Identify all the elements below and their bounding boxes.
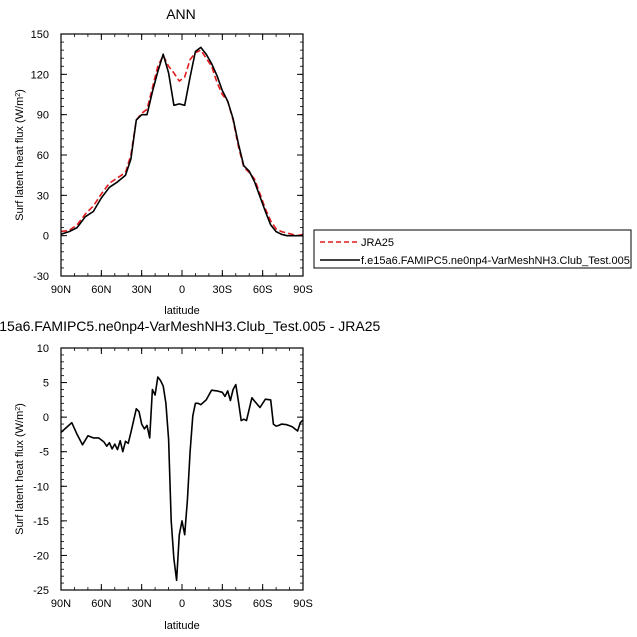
top-chart-title: ANN	[166, 6, 196, 22]
legend-label-model: f.e15a6.FAMIPC5.ne0np4-VarMeshNH3.Club_T…	[361, 255, 630, 267]
top-ytick-label: 30	[37, 190, 49, 202]
top-axis-ticks: 90N 60N 30N 0 30S 60S 90S -30 0 30 60 90 120 150	[31, 29, 313, 296]
bottom-panel: f.e15a6.FAMIPC5.ne0np4-VarMeshNH3.Club_T…	[0, 318, 381, 632]
bottom-ytick-label: -20	[33, 550, 49, 562]
bottom-axis-ticks: 90N 60N 30N 0 30S 60S 90S -25 -20 -15 -10 -5 0 5 10	[33, 343, 313, 610]
bottom-plot-frame	[60, 347, 304, 591]
bottom-ytick-label: -15	[33, 516, 49, 528]
bottom-series-line-0	[60, 376, 304, 582]
bottom-xtick-label: 0	[179, 598, 185, 610]
bottom-xtick-label: 90N	[51, 598, 71, 610]
top-ytick-label: 90	[37, 110, 49, 122]
top-xtick-label: 30N	[132, 284, 152, 296]
bottom-ytick-label: -10	[33, 481, 49, 493]
top-xtick-label: 60S	[253, 284, 273, 296]
bottom-xtick-label: 30S	[213, 598, 233, 610]
top-ytick-label: 150	[31, 29, 49, 41]
top-xtick-label: 90S	[293, 284, 313, 296]
top-xtick-label: 60N	[91, 284, 111, 296]
bottom-xtick-label: 90S	[293, 598, 313, 610]
top-xtick-label: 30S	[213, 284, 233, 296]
top-y-axis-label: Surf latent heat flux (W/m2)	[14, 89, 26, 221]
bottom-ytick-label: -5	[39, 447, 49, 459]
top-series-line-0	[60, 49, 304, 237]
bottom-xtick-label: 30N	[132, 598, 152, 610]
top-plot-frame	[60, 33, 304, 277]
top-x-axis-label: latitude	[164, 305, 199, 317]
top-ytick-label: 120	[31, 69, 49, 81]
bottom-ytick-label: 10	[37, 343, 49, 355]
top-ytick-label: 0	[43, 231, 49, 243]
bottom-ytick-label: 5	[43, 378, 49, 390]
top-panel: ANN Surf latent heat flux (W/m2) latitud…	[14, 6, 313, 317]
bottom-xtick-label: 60N	[91, 598, 111, 610]
bottom-xtick-label: 60S	[253, 598, 273, 610]
legend: JRA25 f.e15a6.FAMIPC5.ne0np4-VarMeshNH3.…	[313, 229, 632, 269]
bottom-x-axis-label: latitude	[164, 620, 199, 632]
bottom-ytick-label: -25	[33, 585, 49, 597]
top-xtick-label: 90N	[51, 284, 71, 296]
bottom-series-lines	[60, 376, 304, 582]
legend-box	[313, 229, 632, 269]
top-series-line-1	[60, 46, 303, 237]
top-ytick-label: -30	[33, 271, 49, 283]
bottom-y-axis-label: Surf latent heat flux (W/m2)	[14, 403, 26, 535]
bottom-chart-title: f.e15a6.FAMIPC5.ne0np4-VarMeshNH3.Club_T…	[0, 318, 381, 334]
top-series-lines	[60, 46, 304, 237]
top-xtick-label: 0	[179, 284, 185, 296]
legend-label-jra25: JRA25	[361, 237, 394, 249]
top-ytick-label: 60	[37, 150, 49, 162]
bottom-ytick-label: 0	[43, 412, 49, 424]
